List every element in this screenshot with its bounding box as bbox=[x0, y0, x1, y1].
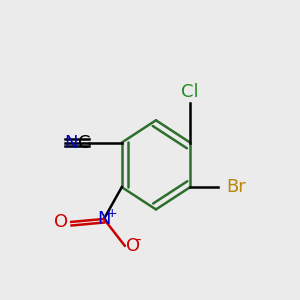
Text: +: + bbox=[107, 207, 118, 220]
Text: N: N bbox=[97, 210, 111, 228]
Text: N: N bbox=[65, 134, 78, 152]
Text: C: C bbox=[78, 134, 91, 152]
Text: Br: Br bbox=[226, 178, 245, 196]
Text: O: O bbox=[53, 213, 68, 231]
Text: O: O bbox=[126, 237, 140, 255]
Text: -: - bbox=[135, 232, 141, 247]
Text: Cl: Cl bbox=[181, 83, 199, 101]
